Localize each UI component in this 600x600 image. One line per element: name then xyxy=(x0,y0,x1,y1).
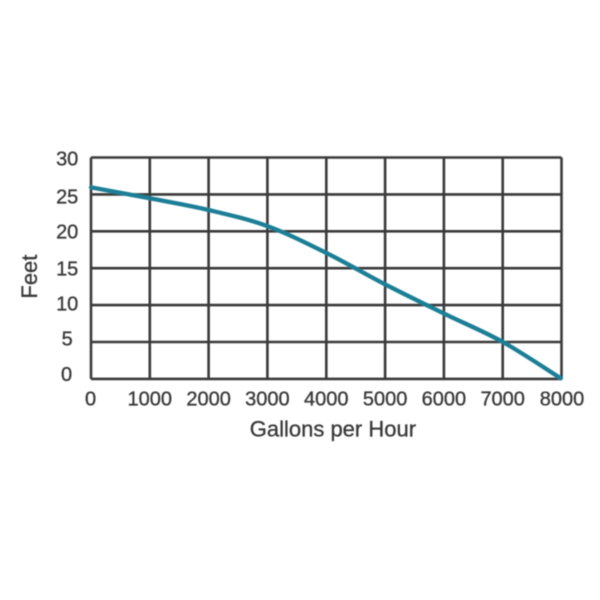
svg-text:25: 25 xyxy=(56,187,78,209)
svg-text:Gallons per Hour: Gallons per Hour xyxy=(250,416,416,441)
svg-text:0: 0 xyxy=(85,388,96,410)
svg-text:8000: 8000 xyxy=(540,388,585,410)
svg-text:20: 20 xyxy=(56,221,78,243)
svg-text:5000: 5000 xyxy=(363,388,408,410)
svg-text:5: 5 xyxy=(62,328,73,350)
svg-text:6000: 6000 xyxy=(422,388,467,410)
svg-text:4000: 4000 xyxy=(304,388,349,410)
svg-text:7000: 7000 xyxy=(480,388,525,410)
svg-text:2000: 2000 xyxy=(186,388,231,410)
svg-text:10: 10 xyxy=(56,294,78,316)
svg-text:3000: 3000 xyxy=(245,388,290,410)
svg-text:Feet: Feet xyxy=(17,255,42,299)
svg-text:30: 30 xyxy=(56,149,78,171)
svg-text:1000: 1000 xyxy=(128,388,173,410)
svg-text:0: 0 xyxy=(61,364,72,386)
svg-text:15: 15 xyxy=(56,258,78,280)
